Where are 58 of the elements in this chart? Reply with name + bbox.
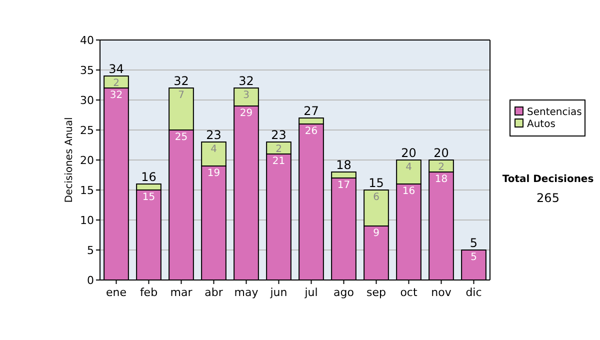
legend-label: Autos: [527, 119, 556, 130]
x-tick-label: may: [234, 286, 259, 299]
x-tick-label: ago: [334, 286, 354, 299]
y-tick-label: 10: [80, 214, 94, 227]
data-label: 4: [210, 144, 217, 155]
x-tick-label: feb: [140, 286, 158, 299]
data-label: 19: [207, 168, 220, 179]
y-tick-label: 40: [80, 34, 94, 47]
total-label: 18: [336, 158, 352, 172]
x-tick-label: jul: [304, 286, 318, 299]
text: 265: [536, 191, 560, 205]
data-label: 26: [304, 126, 318, 137]
x-tick-label: nov: [431, 286, 452, 299]
total-label: 32: [238, 74, 254, 88]
y-tick-label: 5: [87, 244, 94, 257]
x-tick-label: oct: [400, 286, 418, 299]
data-label: 3: [243, 90, 250, 101]
total-label: 32: [174, 74, 189, 88]
total-label: 27: [304, 104, 319, 118]
total-label: 20: [434, 146, 449, 160]
total-label: 23: [271, 128, 286, 142]
x-tick-label: mar: [170, 286, 193, 299]
y-tick-label: 30: [80, 94, 94, 107]
total-label: 16: [141, 170, 156, 184]
data-label: 2: [438, 162, 444, 173]
x-tick-label: jun: [269, 286, 288, 299]
text: Total Decisiones: [502, 174, 594, 185]
data-label: 17: [337, 180, 350, 191]
x-tick-label: abr: [204, 286, 224, 299]
data-label: 5: [470, 252, 477, 263]
y-tick-label: 15: [80, 184, 94, 197]
y-tick-label: 20: [80, 154, 94, 167]
data-label: 18: [434, 174, 448, 185]
data-label: 9: [373, 228, 380, 239]
data-label: 2: [113, 78, 120, 89]
y-tick-label: 35: [80, 64, 94, 77]
y-tick-label: 25: [80, 124, 94, 137]
total-label: 5: [470, 236, 478, 250]
data-label: 7: [178, 90, 184, 101]
legend-label: Sentencias: [527, 107, 582, 118]
total-label: 15: [368, 176, 384, 190]
data-label: 29: [240, 108, 253, 119]
total-label: 20: [401, 146, 416, 160]
data-label: 2: [276, 144, 282, 155]
total-label: 34: [108, 62, 124, 76]
x-tick-label: dic: [466, 286, 482, 299]
total-label: 23: [206, 128, 222, 142]
data-label: 32: [110, 90, 123, 101]
y-axis-title: Decisiones Anual: [64, 117, 75, 203]
y-tick-label: 0: [87, 274, 94, 287]
data-label: 6: [373, 192, 380, 203]
data-label: 25: [174, 132, 188, 143]
data-label: 15: [142, 192, 156, 203]
data-label: 16: [402, 186, 416, 197]
x-tick-label: sep: [366, 286, 386, 299]
data-label: 21: [272, 156, 286, 167]
x-tick-label: ene: [106, 286, 127, 299]
data-label: 4: [406, 162, 412, 173]
